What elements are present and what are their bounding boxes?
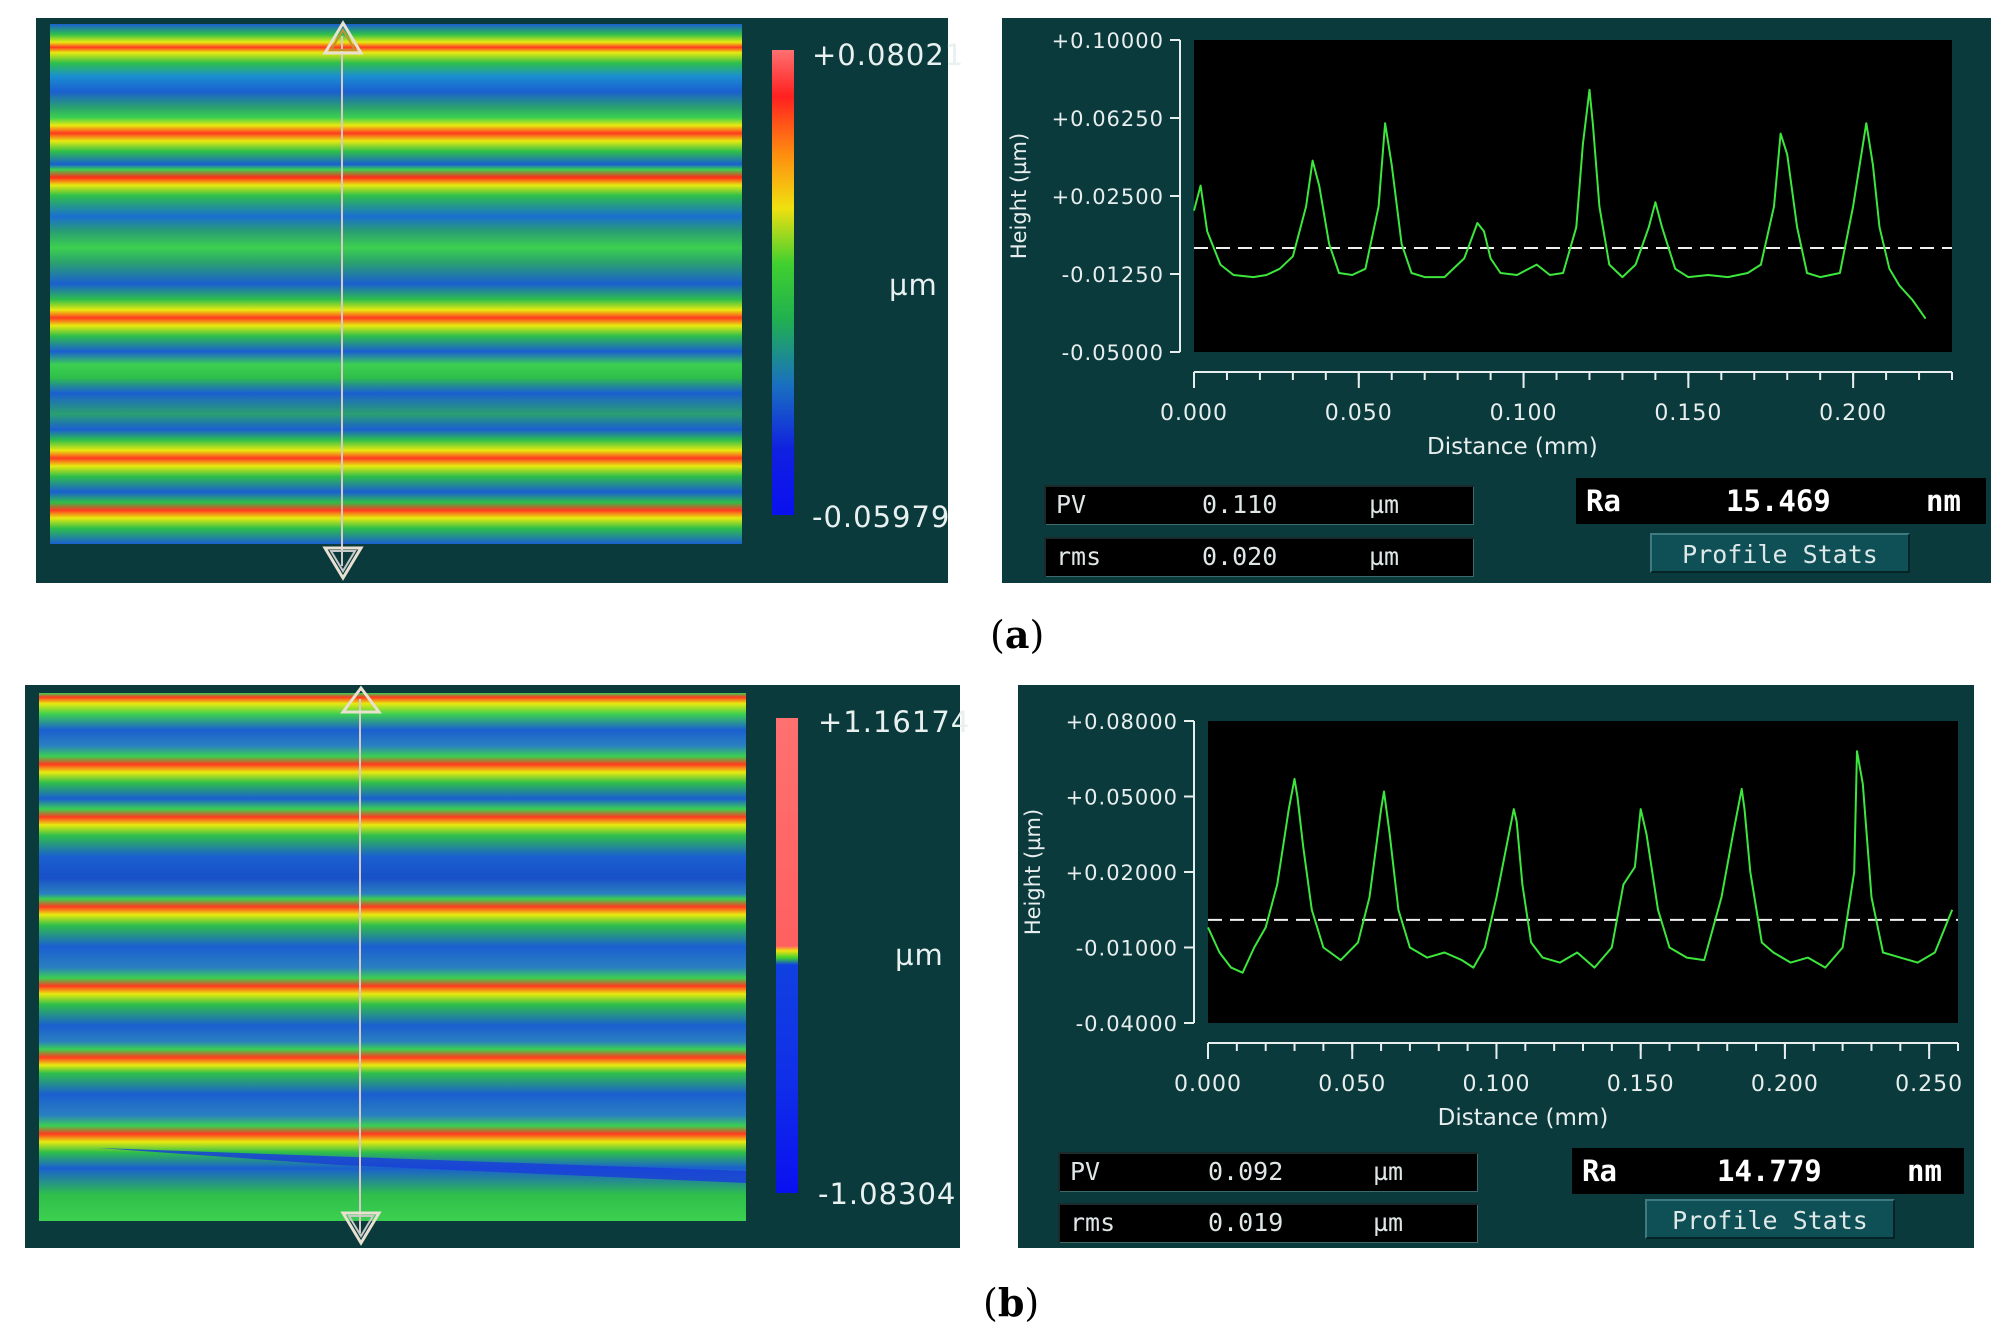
ra-field-b: Ra 14.779 nm (1572, 1148, 1964, 1194)
pv-value-b: 0.092 (1208, 1157, 1284, 1186)
surface-map-panel-a: +0.08021 µm -0.05979 (36, 18, 963, 583)
surface-height-map-a (50, 24, 742, 544)
profile-panel-a: +0.10000 +0.06250 +0.02500 -0.01250 -0.05000… (1002, 18, 1991, 583)
pv-label-b: PV (1070, 1157, 1101, 1186)
ra-unit-b: nm (1907, 1154, 1942, 1188)
profile-cut-line-a[interactable] (341, 36, 343, 566)
caption-a: (a) (990, 612, 1045, 657)
x-tick-label-b: 0.100 (1462, 1072, 1530, 1097)
pv-unit-a: µm (1369, 490, 1400, 519)
caption-letter-b: b (997, 1280, 1025, 1325)
cut-marker-top-b[interactable] (340, 685, 382, 715)
x-axis-label-b: Distance (mm) (1438, 1105, 1609, 1131)
y-axis-label-a: Height (µm) (1007, 133, 1031, 259)
color-scale-bar-b (776, 718, 798, 1193)
ra-label-b: Ra (1582, 1154, 1617, 1188)
y-tick-label-a: +0.06250 (1052, 107, 1164, 131)
ra-unit-a: nm (1926, 484, 1961, 518)
x-tick-label-b: 0.150 (1607, 1072, 1675, 1097)
y-axis-label-b: Height (µm) (1021, 809, 1045, 935)
surface-map-panel-b: +1.16174 µm -1.08304 (25, 685, 969, 1248)
scale-unit-label-a: µm (889, 268, 938, 302)
x-tick-label-b: 0.000 (1174, 1072, 1242, 1097)
y-tick-label-b: +0.05000 (1066, 786, 1178, 810)
x-tick-label-b: 0.250 (1895, 1072, 1963, 1097)
y-tick-label-a: +0.10000 (1052, 29, 1164, 53)
pv-unit-b: µm (1373, 1157, 1404, 1186)
height-map-image-a (50, 24, 742, 544)
rms-field-b: rms 0.019 µm (1058, 1203, 1478, 1243)
cut-marker-bottom-a[interactable] (322, 545, 364, 581)
profile-cut-line-b[interactable] (359, 699, 361, 1233)
pv-label-a: PV (1056, 490, 1087, 519)
rms-value-a: 0.020 (1202, 542, 1278, 571)
x-tick-label-a: 0.150 (1654, 401, 1722, 426)
color-scale-bar-a (772, 50, 794, 515)
ra-value-b: 14.779 (1717, 1154, 1822, 1188)
profile-series-line-b (1207, 750, 1954, 974)
scale-max-label-b: +1.16174 (818, 705, 971, 739)
x-tick-label-a: 0.200 (1819, 401, 1887, 426)
x-tick-label-b: 0.050 (1318, 1072, 1386, 1097)
cut-marker-bottom-b[interactable] (340, 1210, 382, 1246)
profile-plot-b: +0.08000 +0.05000 +0.02000 -0.01000 -0.04000… (1021, 710, 1963, 1131)
rms-label-b: rms (1070, 1208, 1116, 1237)
height-map-image-b (39, 693, 746, 1221)
rms-unit-b: µm (1373, 1208, 1404, 1237)
y-tick-label-a: -0.05000 (1062, 341, 1164, 365)
y-tick-label-b: -0.04000 (1076, 1012, 1178, 1036)
caption-b: (b) (983, 1280, 1040, 1325)
scale-max-label-a: +0.08021 (812, 38, 965, 72)
rms-unit-a: µm (1369, 542, 1400, 571)
ra-field-a: Ra 15.469 nm (1576, 478, 1986, 524)
scale-min-label-a: -0.05979 (812, 500, 951, 534)
scale-min-label-b: -1.08304 (818, 1177, 957, 1211)
y-tick-label-a: -0.01250 (1062, 263, 1164, 287)
x-tick-label-b: 0.200 (1751, 1072, 1819, 1097)
profile-stats-button-b[interactable]: Profile Stats (1645, 1199, 1895, 1239)
profile-plot-a: +0.10000 +0.06250 +0.02500 -0.01250 -0.05000… (1007, 29, 1953, 460)
profile-panel-b: +0.08000 +0.05000 +0.02000 -0.01000 -0.04000… (1018, 685, 1974, 1248)
ra-label-a: Ra (1586, 484, 1621, 518)
profile-series-line-a (1193, 88, 1927, 320)
pv-field-b: PV 0.092 µm (1058, 1152, 1478, 1192)
y-tick-label-b: +0.02000 (1066, 861, 1178, 885)
y-tick-label-b: +0.08000 (1066, 710, 1178, 734)
surface-height-map-b (39, 693, 746, 1221)
rms-value-b: 0.019 (1208, 1208, 1284, 1237)
rms-label-a: rms (1056, 542, 1102, 571)
profile-stats-button-a[interactable]: Profile Stats (1650, 533, 1910, 573)
cut-marker-top-a[interactable] (322, 20, 364, 56)
y-tick-label-a: +0.02500 (1052, 185, 1164, 209)
y-tick-label-b: -0.01000 (1076, 937, 1178, 961)
scale-unit-label-b: µm (895, 938, 944, 972)
x-tick-label-a: 0.000 (1160, 401, 1228, 426)
x-axis-label-a: Distance (mm) (1427, 434, 1598, 460)
ra-value-a: 15.469 (1726, 484, 1831, 518)
plot-area-b (1208, 721, 1958, 1023)
x-tick-label-a: 0.100 (1490, 401, 1558, 426)
caption-letter-a: a (1004, 612, 1030, 657)
x-tick-label-a: 0.050 (1325, 401, 1393, 426)
pv-value-a: 0.110 (1202, 490, 1278, 519)
pv-field-a: PV 0.110 µm (1044, 485, 1474, 525)
rms-field-a: rms 0.020 µm (1044, 537, 1474, 577)
